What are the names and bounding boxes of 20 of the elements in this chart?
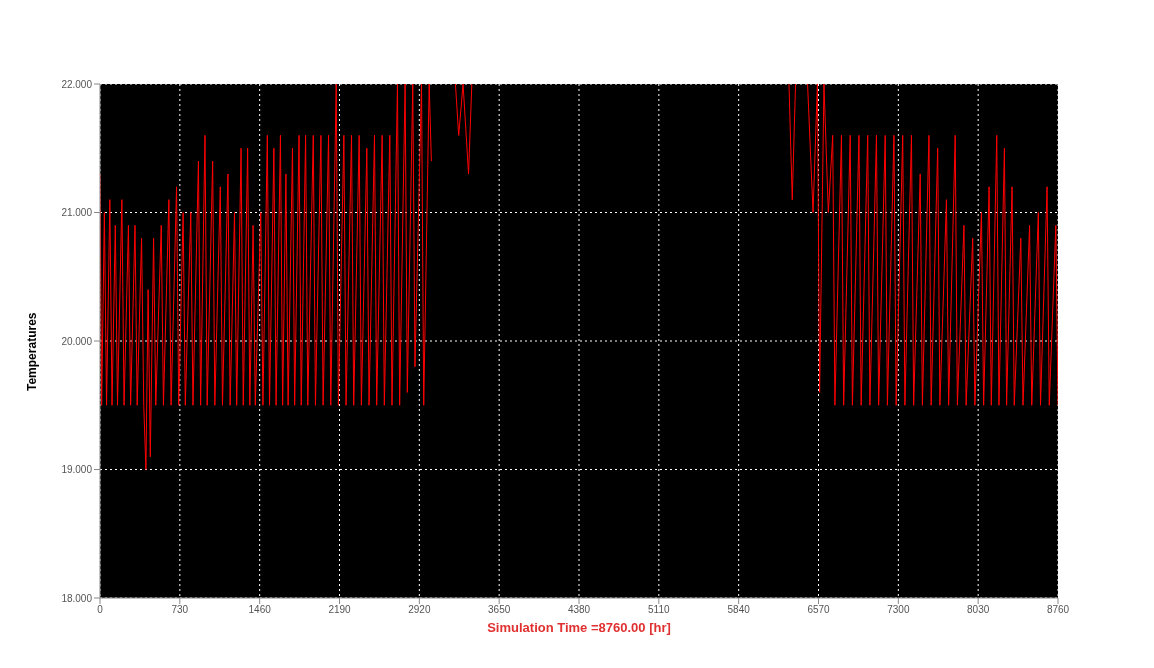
x-tick-label: 2190 (328, 604, 352, 616)
x-tick-label: 3650 (488, 604, 511, 616)
x-axis-title: Simulation Time =8760.00 [hr] (487, 620, 671, 635)
x-tick-label: 6570 (807, 604, 831, 616)
y-tick-label: 18.000 (61, 592, 93, 604)
x-tick-label: 2920 (408, 604, 431, 616)
y-tick-label: 20.000 (61, 335, 93, 347)
y-tick-label: 19.000 (61, 464, 93, 476)
x-tick-label: 730 (171, 604, 189, 616)
x-tick-label: 8760 (1046, 604, 1070, 616)
x-tick-label: 7300 (887, 604, 910, 616)
x-tick-label: 5110 (648, 604, 671, 616)
x-tick-label: 4380 (567, 604, 591, 616)
x-tick-label: 8030 (967, 604, 990, 616)
x-tick-label: 5840 (727, 604, 751, 616)
y-axis-title: Temperatures (25, 312, 40, 391)
y-tick-label: 21.000 (61, 207, 93, 219)
x-tick-label: 1460 (248, 604, 272, 616)
x-tick-label: 0 (97, 604, 104, 616)
y-tick-label: 22.000 (61, 78, 93, 90)
